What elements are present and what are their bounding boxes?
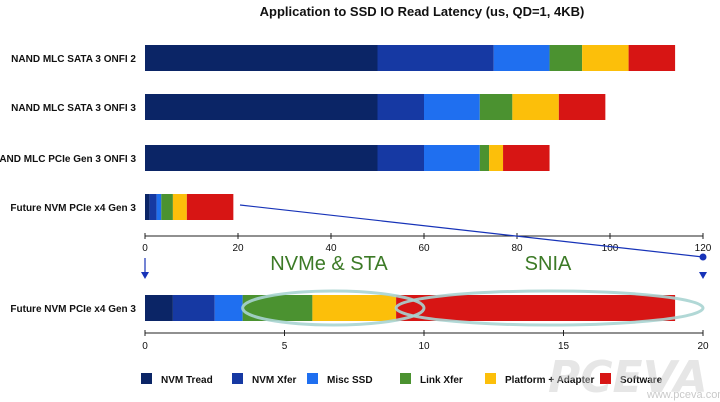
legend-swatch-software [600,373,611,384]
top-bar-nvm-xfer [149,194,157,220]
top-bar-misc-ssd [156,194,162,220]
top-x-tick-label: 0 [142,243,148,254]
legend-label-software: Software [620,375,663,386]
top-bar-nvm-xfer [377,94,424,120]
zoom-left-arrowhead [141,272,149,279]
top-bar-platform-adapter [172,194,187,220]
top-x-tick-label: 40 [325,243,337,254]
watermark: PCEVA www.pceva.com.cn [548,352,720,402]
legend-swatch-link-xfer [400,373,411,384]
bottom-bar-software [396,295,676,321]
legend-swatch-nvm-tread [141,373,152,384]
legend-swatch-nvm-xfer [232,373,243,384]
top-bar-link-xfer [161,194,173,220]
zoom-right-dot [699,253,707,261]
top-x-tick-label: 120 [695,243,712,254]
legend-swatch-platform-adapter [485,373,496,384]
annotation-ellipse-nvme-sta [241,289,426,327]
top-bar-link-xfer [479,94,513,120]
top-bar-nvm-tread [145,194,150,220]
bottom-x-tick-label: 10 [418,341,430,352]
top-x-tick-label: 80 [511,243,523,254]
zoom-right-arrowhead [699,272,707,279]
top-bar-platform-adapter [512,94,559,120]
top-bar-link-xfer [549,45,583,71]
top-bar-software [628,45,676,71]
top-x-tick-label: 60 [418,243,430,254]
top-bar-nvm-xfer [377,45,494,71]
top-bar-software [558,94,606,120]
top-bar-nvm-tread [145,94,378,120]
top-category-label: Future NVM PCIe x4 Gen 3 [10,203,136,214]
top-category-label: NAND MLC PCIe Gen 3 ONFI 3 [0,154,136,165]
top-bar-misc-ssd [424,145,480,171]
top-bar-software [186,194,234,220]
annotation-label-nvme-sta: NVMe & STA [270,253,388,275]
bottom-bar-misc-ssd [214,295,243,321]
legend-label-platform-adapter: Platform + Adapter [505,375,594,386]
legend-label-nvm-xfer: NVM Xfer [252,375,297,386]
top-bar-nvm-tread [145,145,378,171]
top-category-label: NAND MLC SATA 3 ONFI 2 [11,54,136,65]
top-bar-nvm-tread [145,45,378,71]
top-bar-nvm-xfer [377,145,424,171]
top-x-tick-label: 100 [602,243,619,254]
legend-label-misc-ssd: Misc SSD [327,375,373,386]
zoom-connector-line [239,204,704,258]
watermark-logo: PCEVA [548,352,708,402]
bottom-category-label: Future NVM PCIe x4 Gen 3 [10,304,136,315]
top-bar-platform-adapter [489,145,504,171]
bottom-bar-nvm-xfer [172,295,215,321]
annotation-ellipse-snia [394,289,705,327]
top-bar-platform-adapter [582,45,629,71]
annotation-label-snia: SNIA [525,253,572,275]
top-x-tick-label: 20 [232,243,244,254]
bottom-x-tick-label: 20 [697,341,709,352]
top-bar-misc-ssd [493,45,550,71]
top-bar-software [503,145,550,171]
chart-title: Application to SSD IO Read Latency (us, … [260,4,585,19]
legend-swatch-misc-ssd [307,373,318,384]
bottom-x-tick-label: 0 [142,341,148,352]
legend-label-nvm-tread: NVM Tread [161,375,213,386]
bottom-x-tick-label: 5 [282,341,288,352]
watermark-url: www.pceva.com.cn [646,389,720,401]
top-category-label: NAND MLC SATA 3 ONFI 3 [11,103,136,114]
bottom-bar-nvm-tread [145,295,173,321]
legend-label-link-xfer: Link Xfer [420,375,463,386]
top-bar-misc-ssd [424,94,480,120]
bottom-bar-platform-adapter [312,295,397,321]
bottom-x-tick-label: 15 [558,341,570,352]
top-bar-link-xfer [479,145,490,171]
